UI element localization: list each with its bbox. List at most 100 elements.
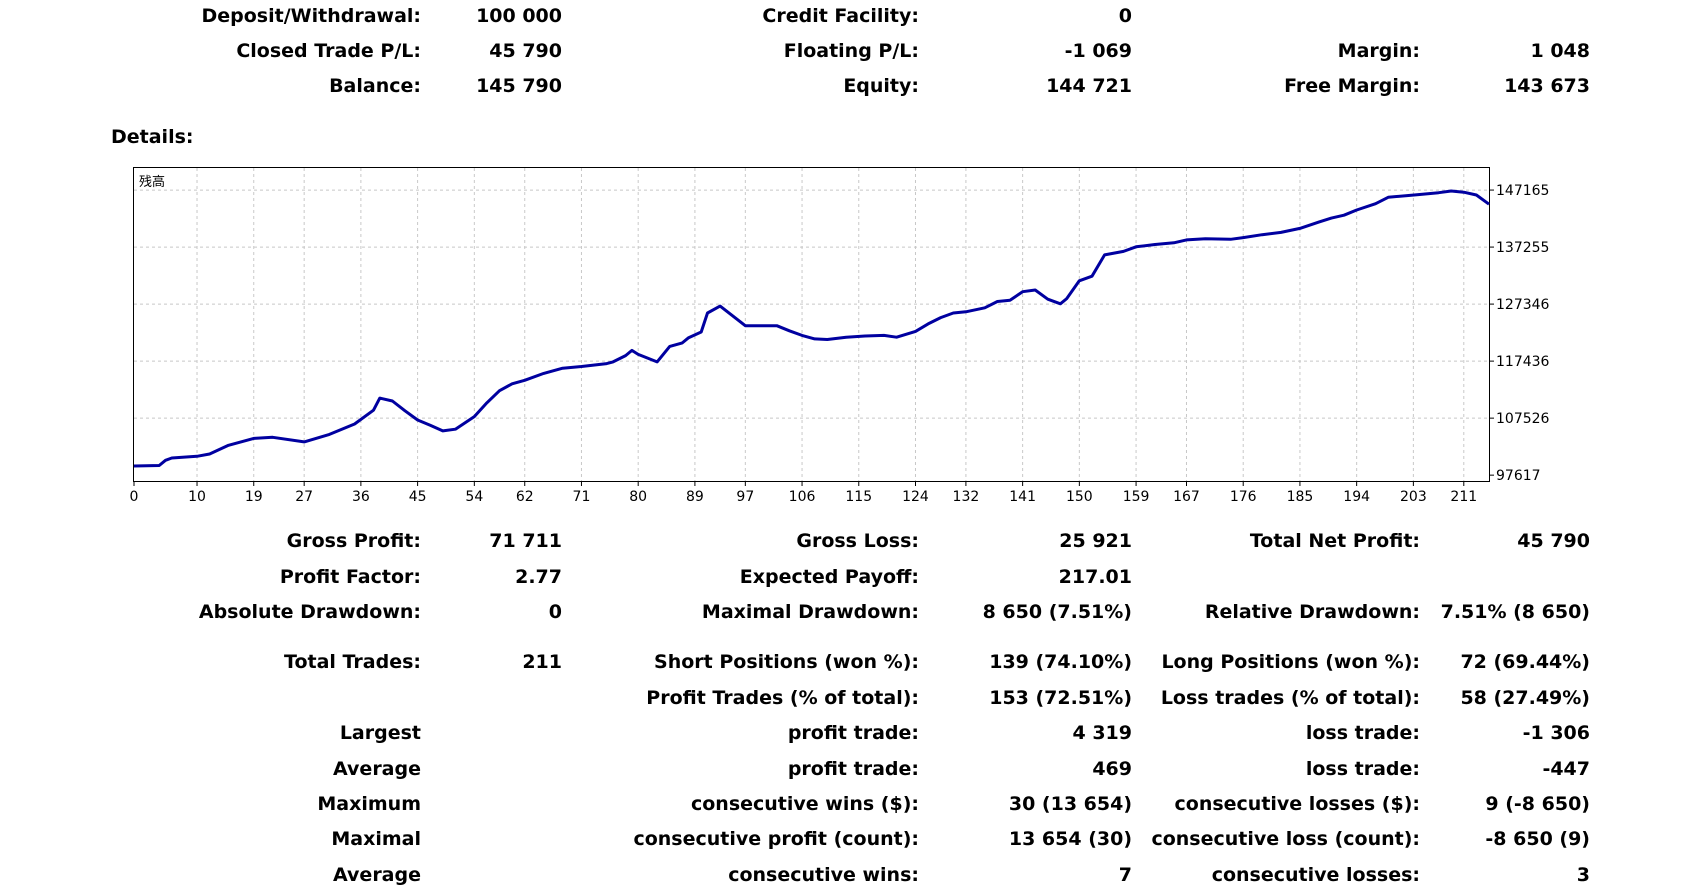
stat-label: Short Positions (won %): [654,651,919,673]
x-tick-label: 80 [629,489,647,505]
summary-value: 100 000 [476,5,562,27]
stat-value: 0 [548,601,562,623]
stat-label: Total Net Profit: [1249,530,1420,552]
stat-value: 9 (-8 650) [1485,793,1590,815]
x-tick-label: 89 [686,489,704,505]
stat-label: Gross Profit: [286,530,421,552]
summary-value: -1 069 [1064,40,1132,62]
stat-label: Relative Drawdown: [1204,601,1420,623]
stat-label: loss trade: [1305,758,1420,780]
x-tick-label: 45 [409,489,427,505]
stat-value: 217.01 [1058,566,1132,588]
summary-value: 143 673 [1504,75,1590,97]
stat-value: 4 319 [1072,722,1133,744]
x-tick-label: 115 [845,489,872,505]
x-tick-label: 194 [1343,489,1370,505]
stat-label: consecutive wins: [728,864,919,886]
x-tick-label: 106 [789,489,816,505]
stat-label: Largest [339,722,421,744]
stat-label: Average [333,758,421,780]
stat-value: 2.77 [515,566,562,588]
summary-value: 45 790 [489,40,562,62]
y-tick-label: 137255 [1496,240,1549,256]
stat-value: 45 790 [1517,530,1590,552]
stat-value: 58 (27.49%) [1460,687,1590,709]
x-tick-label: 203 [1400,489,1427,505]
summary-label: Balance: [329,75,421,97]
stat-value: -8 650 (9) [1485,828,1590,850]
stat-label: consecutive loss (count): [1151,828,1420,850]
stat-label: Maximal [331,828,421,850]
stat-label: consecutive profit (count): [633,828,919,850]
summary-value: 1 048 [1530,40,1591,62]
stat-value: 72 (69.44%) [1460,651,1590,673]
summary-label: Deposit/Withdrawal: [201,5,421,27]
y-tick-label: 107526 [1496,411,1550,427]
details-label: Details: [111,126,194,148]
y-tick-label: 147165 [1496,183,1549,199]
stat-value: 13 654 (30) [1008,828,1132,850]
x-tick-label: 54 [465,489,483,505]
x-tick-label: 19 [245,489,263,505]
x-tick-label: 27 [295,489,313,505]
stat-label: Absolute Drawdown: [198,601,421,623]
x-tick-label: 124 [902,489,929,505]
stat-label: Loss trades (% of total): [1160,687,1420,709]
summary-label: Margin: [1337,40,1420,62]
stat-value: 7.51% (8 650) [1440,601,1590,623]
summary-value: 144 721 [1046,75,1132,97]
stat-label: Average [333,864,421,886]
stat-label: consecutive losses ($): [1174,793,1421,815]
stat-label: Long Positions (won %): [1161,651,1420,673]
stat-label: consecutive losses: [1211,864,1420,886]
summary-value: 145 790 [476,75,562,97]
x-tick-label: 185 [1287,489,1314,505]
x-tick-label: 150 [1066,489,1093,505]
x-tick-label: 211 [1450,489,1477,505]
y-tick-label: 97617 [1496,468,1541,484]
stat-label: Profit Trades (% of total): [646,687,919,709]
stat-value: 3 [1576,864,1590,886]
summary-label: Free Margin: [1284,75,1420,97]
summary-label: Closed Trade P/L: [236,40,421,62]
stat-value: 25 921 [1059,530,1132,552]
x-tick-label: 71 [573,489,591,505]
stat-label: Profit Factor: [279,566,421,588]
stat-value: 30 (13 654) [1008,793,1132,815]
stat-label: loss trade: [1305,722,1420,744]
x-tick-label: 167 [1173,489,1200,505]
stat-label: Maximum [317,793,421,815]
x-tick-label: 159 [1123,489,1150,505]
stat-label: profit trade: [787,758,919,780]
stat-label: profit trade: [787,722,919,744]
stat-value: 211 [522,651,562,673]
stat-label: Total Trades: [284,651,421,673]
summary-label: Credit Facility: [762,5,919,27]
stat-value: 139 (74.10%) [989,651,1132,673]
x-tick-label: 36 [352,489,370,505]
stat-label: Expected Payoff: [739,566,919,588]
stat-value: 469 [1092,758,1132,780]
balance-chart-frame [133,167,1490,482]
summary-label: Floating P/L: [783,40,919,62]
x-tick-label: 141 [1009,489,1036,505]
x-tick-label: 132 [953,489,980,505]
y-tick-label: 117436 [1496,354,1550,370]
summary-value: 0 [1118,5,1132,27]
x-tick-label: 10 [188,489,206,505]
stat-value: 71 711 [489,530,562,552]
x-tick-label: 0 [130,489,139,505]
x-tick-label: 62 [516,489,534,505]
x-tick-label: 97 [736,489,754,505]
stat-label: consecutive wins ($): [690,793,919,815]
stat-value: -1 306 [1522,722,1590,744]
stat-value: 153 (72.51%) [989,687,1132,709]
stat-value: 8 650 (7.51%) [982,601,1132,623]
stat-label: Maximal Drawdown: [701,601,919,623]
stat-value: 7 [1118,864,1132,886]
y-tick-label: 127346 [1496,297,1550,313]
stat-label: Gross Loss: [796,530,919,552]
x-tick-label: 176 [1230,489,1257,505]
stat-value: -447 [1542,758,1590,780]
summary-label: Equity: [843,75,919,97]
